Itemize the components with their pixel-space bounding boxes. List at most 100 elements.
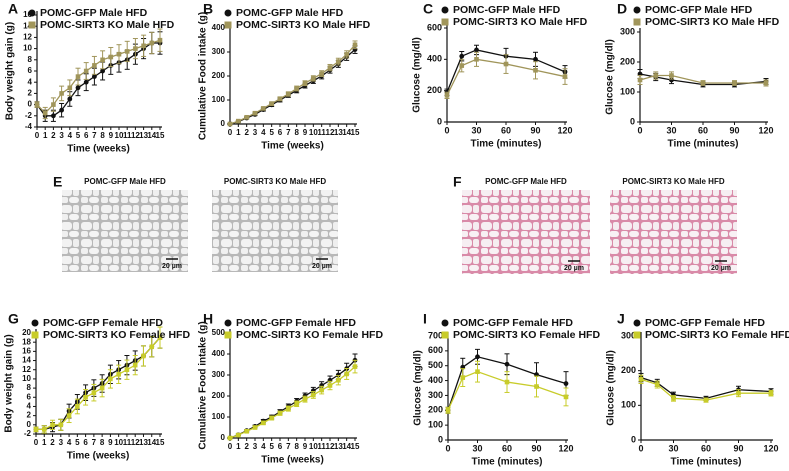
y-tick-label: 0 bbox=[221, 119, 226, 128]
x-tick-label: 3 bbox=[59, 131, 64, 140]
x-tick-label: 15 bbox=[351, 128, 360, 137]
x-tick-label: 3 bbox=[59, 438, 64, 447]
data-point bbox=[311, 76, 316, 81]
x-tick-label: 2 bbox=[51, 131, 56, 140]
data-point bbox=[108, 54, 114, 60]
legend-label: POMC-SIRT3 KO Male HFD bbox=[453, 16, 588, 28]
y-tick-label: 400 bbox=[428, 375, 443, 385]
data-point bbox=[141, 43, 146, 49]
y-tick-label: 12 bbox=[22, 365, 31, 374]
data-point bbox=[700, 80, 706, 86]
data-point bbox=[157, 335, 163, 340]
data-point bbox=[149, 40, 155, 46]
y-tick-label: 400 bbox=[212, 349, 226, 358]
data-point bbox=[252, 110, 258, 116]
data-point bbox=[92, 74, 97, 79]
legend-marker bbox=[28, 9, 36, 17]
data-point bbox=[116, 51, 122, 57]
data-point bbox=[638, 377, 644, 382]
legend-label: POMC-GFP Male HFD bbox=[40, 7, 148, 19]
data-point bbox=[319, 71, 324, 76]
legend-marker bbox=[224, 319, 232, 327]
x-tick-label: 14 bbox=[342, 128, 351, 137]
y-axis-title: Cumulative Food intake (g) bbox=[198, 321, 209, 449]
legend-label: POMC-GFP Female HFD bbox=[43, 317, 163, 329]
y-tick-label: 20 bbox=[22, 328, 31, 337]
legend-label: POMC-GFP Male HFD bbox=[645, 4, 753, 16]
x-axis-title: Time (minutes) bbox=[472, 457, 543, 468]
y-tick-label: 400 bbox=[427, 54, 442, 64]
y-tick-label: 200 bbox=[621, 365, 636, 375]
micrograph-label: POMC-GFP Male HFD bbox=[84, 177, 166, 186]
legend-label: POMC-GFP Male HFD bbox=[453, 4, 561, 16]
x-tick-label: 90 bbox=[531, 443, 541, 453]
x-tick-label: 9 bbox=[109, 131, 114, 140]
data-point bbox=[124, 367, 130, 373]
x-tick-label: 0 bbox=[35, 131, 40, 140]
y-tick-label: 500 bbox=[428, 360, 443, 370]
x-tick-label: 13 bbox=[334, 442, 343, 451]
data-point bbox=[736, 390, 741, 396]
x-tick-label: 15 bbox=[156, 131, 165, 140]
y-tick-label: 0 bbox=[27, 420, 32, 429]
data-point bbox=[344, 371, 349, 377]
x-tick-label: 6 bbox=[278, 128, 283, 137]
panel-letter: D bbox=[617, 1, 627, 17]
series-line bbox=[639, 74, 766, 84]
x-tick-label: 14 bbox=[342, 442, 351, 451]
y-tick-label: 300 bbox=[212, 370, 226, 379]
x-tick-label: 13 bbox=[334, 128, 343, 137]
data-point bbox=[703, 397, 709, 403]
data-point bbox=[459, 63, 465, 68]
panel-letter: G bbox=[8, 311, 19, 327]
data-point bbox=[294, 86, 299, 91]
data-point bbox=[236, 118, 241, 124]
x-tick-label: 3 bbox=[253, 128, 258, 137]
data-point bbox=[319, 387, 324, 393]
x-tick-label: 60 bbox=[698, 125, 708, 135]
chart-panel: D 0 100 200 300 0 30 60 90 120 Time (minutes) Gluco… bbox=[605, 1, 780, 150]
x-tick-label: 13 bbox=[139, 438, 148, 447]
x-tick-label: 30 bbox=[471, 125, 481, 135]
x-tick-label: 120 bbox=[763, 443, 778, 453]
data-point bbox=[83, 79, 89, 85]
y-axis-title: Body weight gain (g) bbox=[5, 22, 16, 120]
x-tick-label: 0 bbox=[228, 128, 233, 137]
x-tick-label: 2 bbox=[50, 438, 55, 447]
x-tick-label: 12 bbox=[131, 131, 140, 140]
x-tick-label: 9 bbox=[303, 442, 308, 451]
data-point bbox=[352, 364, 358, 369]
y-tick-label: 18 bbox=[22, 337, 31, 346]
y-tick-label: 100 bbox=[212, 412, 226, 421]
panel-letter: I bbox=[423, 311, 427, 327]
legend-marker bbox=[633, 331, 641, 339]
y-tick-label: 700 bbox=[428, 330, 443, 340]
series-line bbox=[229, 366, 356, 439]
y-tick-label: 6 bbox=[28, 66, 33, 75]
panel-letter: C bbox=[423, 1, 433, 17]
data-point bbox=[227, 121, 233, 127]
x-tick-label: 12 bbox=[326, 442, 335, 451]
data-point bbox=[244, 114, 249, 120]
x-tick-label: 0 bbox=[445, 443, 450, 453]
data-point bbox=[116, 372, 121, 377]
x-tick-label: 13 bbox=[139, 131, 148, 140]
data-point bbox=[100, 57, 105, 63]
data-point bbox=[503, 61, 509, 67]
data-point bbox=[92, 63, 97, 68]
series-line bbox=[229, 44, 356, 125]
x-tick-label: 0 bbox=[638, 443, 643, 453]
data-point bbox=[327, 383, 333, 388]
y-tick-label: 200 bbox=[428, 405, 443, 415]
series-line bbox=[229, 49, 356, 125]
data-point bbox=[534, 384, 539, 389]
y-tick-label: 0 bbox=[28, 100, 33, 109]
data-point bbox=[732, 80, 737, 86]
y-tick-label: 600 bbox=[428, 345, 443, 355]
y-axis-title: Glucose (mg/dl) bbox=[606, 350, 617, 426]
legend-label: POMC-SIRT3 KO Female HFD bbox=[43, 329, 190, 341]
x-tick-label: 8 bbox=[100, 438, 105, 447]
x-tick-label: 2 bbox=[244, 442, 249, 451]
y-tick-label: 10 bbox=[22, 374, 31, 383]
